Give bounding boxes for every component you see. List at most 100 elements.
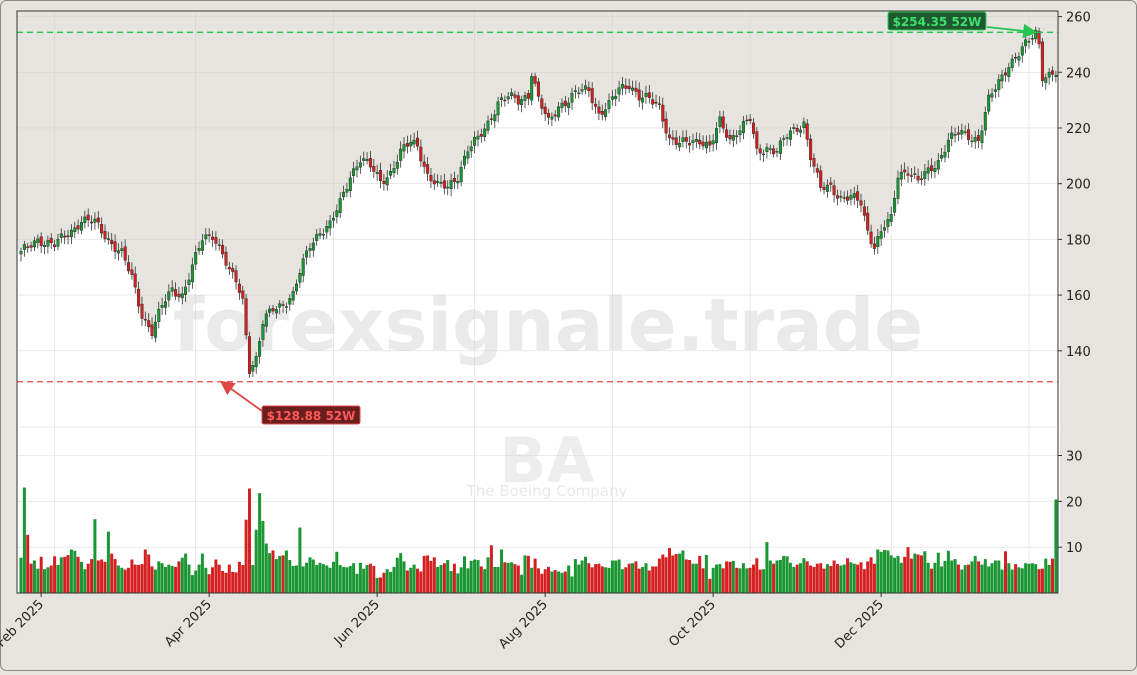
candle-body bbox=[802, 121, 806, 129]
volume-bar bbox=[1017, 567, 1021, 593]
volume-bar bbox=[973, 555, 977, 593]
candle bbox=[970, 134, 974, 148]
volume-bar bbox=[358, 562, 362, 594]
volume-bar bbox=[493, 566, 497, 593]
volume-bar bbox=[39, 556, 43, 593]
candle-body bbox=[66, 235, 70, 238]
volume-bar bbox=[708, 578, 712, 593]
candle bbox=[654, 94, 658, 108]
candle-body bbox=[493, 114, 497, 122]
candle bbox=[106, 231, 110, 245]
candle-body bbox=[809, 138, 813, 160]
volume-bar bbox=[704, 555, 708, 593]
candle-body bbox=[631, 87, 635, 91]
candle bbox=[140, 296, 144, 326]
volume-bar bbox=[896, 555, 900, 593]
volume-bar bbox=[288, 560, 292, 593]
candle-body bbox=[567, 102, 571, 109]
candle-body bbox=[187, 279, 191, 285]
volume-bar bbox=[237, 561, 241, 593]
candle-body bbox=[19, 250, 23, 255]
candle-body bbox=[56, 238, 60, 247]
volume-bar bbox=[792, 566, 796, 593]
candle bbox=[174, 282, 178, 301]
candle bbox=[718, 110, 722, 134]
candle-body bbox=[543, 106, 547, 114]
candle-body bbox=[721, 116, 725, 129]
volume-bar bbox=[967, 564, 970, 593]
candle-body bbox=[765, 147, 769, 152]
volume-bar bbox=[614, 560, 618, 593]
candle bbox=[560, 98, 564, 113]
candle-body bbox=[295, 283, 299, 292]
volume-bar bbox=[513, 564, 517, 593]
volume-bar bbox=[1010, 569, 1014, 593]
candle-body bbox=[856, 191, 860, 201]
volume-bar bbox=[587, 563, 591, 593]
volume-bar bbox=[479, 566, 483, 593]
volume-bar bbox=[217, 564, 221, 593]
candle bbox=[805, 119, 809, 147]
candle bbox=[510, 88, 514, 100]
candle bbox=[103, 224, 107, 243]
candle bbox=[960, 123, 964, 140]
candle-body bbox=[436, 181, 440, 183]
candle bbox=[671, 130, 675, 146]
volume-bar bbox=[946, 550, 950, 593]
candle bbox=[967, 123, 971, 145]
volume-bar bbox=[701, 568, 705, 594]
volume-bar bbox=[735, 567, 739, 593]
volume-bar bbox=[489, 545, 493, 593]
candle-body bbox=[812, 158, 816, 167]
candle-body bbox=[174, 289, 178, 297]
candle-body bbox=[123, 246, 127, 261]
candle-body bbox=[758, 148, 762, 154]
candle bbox=[661, 97, 665, 129]
volume-bar bbox=[832, 560, 836, 593]
candle bbox=[893, 190, 897, 217]
candle-body bbox=[318, 233, 322, 236]
volume-bar bbox=[355, 573, 359, 594]
volume-bar bbox=[345, 567, 349, 593]
volume-bar bbox=[637, 568, 641, 593]
volume-bar bbox=[301, 566, 305, 593]
candle-body bbox=[298, 273, 302, 283]
candle-body bbox=[597, 106, 601, 114]
candle bbox=[553, 110, 557, 122]
candle-body bbox=[872, 243, 876, 249]
candle-body bbox=[977, 135, 981, 141]
candle-body bbox=[332, 217, 336, 221]
candle bbox=[768, 144, 772, 155]
candle-body bbox=[866, 212, 870, 231]
candle bbox=[338, 192, 342, 218]
candle-body bbox=[63, 235, 67, 238]
candle-body bbox=[1020, 46, 1024, 56]
candle bbox=[130, 262, 134, 280]
volume-bar bbox=[106, 531, 110, 593]
volume-bar bbox=[819, 563, 823, 593]
candle-body bbox=[604, 109, 608, 117]
candle bbox=[516, 91, 520, 111]
candle-body bbox=[889, 213, 893, 222]
candle-body bbox=[540, 98, 544, 109]
candle bbox=[416, 130, 420, 151]
candle bbox=[842, 191, 846, 203]
volume-bar bbox=[688, 560, 692, 593]
candle bbox=[691, 133, 695, 151]
candle bbox=[688, 136, 692, 153]
candle-body bbox=[214, 237, 218, 244]
candle-body bbox=[32, 240, 36, 248]
candle bbox=[775, 147, 779, 158]
volume-bar bbox=[775, 560, 779, 593]
candle bbox=[291, 287, 295, 305]
volume-bar bbox=[416, 568, 419, 593]
candle bbox=[513, 90, 517, 103]
volume-bar bbox=[389, 571, 393, 593]
volume-bar bbox=[550, 571, 554, 593]
candle bbox=[1020, 42, 1024, 63]
volume-bar bbox=[207, 574, 211, 593]
candle-body bbox=[933, 168, 937, 172]
volume-bar bbox=[90, 559, 94, 593]
candle bbox=[486, 115, 490, 135]
candle bbox=[177, 286, 181, 302]
